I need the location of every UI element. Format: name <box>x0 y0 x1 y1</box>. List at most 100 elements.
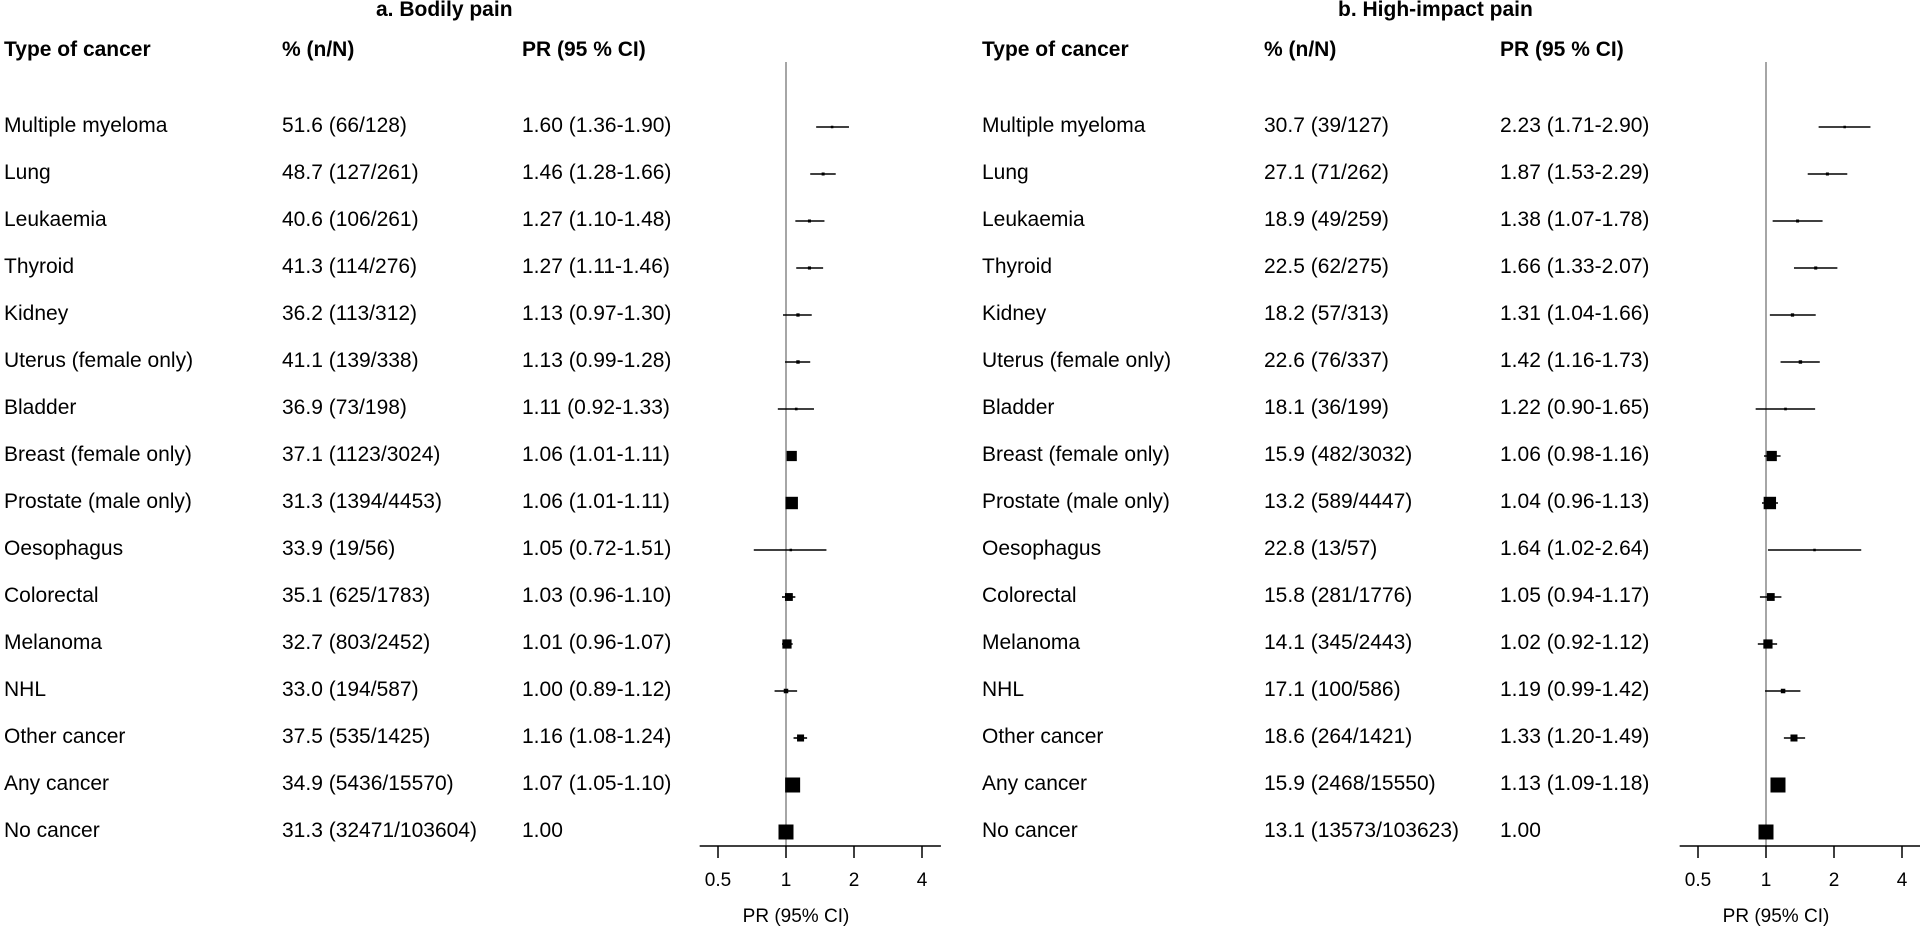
row-percent: 37.1 (1123/3024) <box>282 443 441 466</box>
point-estimate <box>1843 125 1846 129</box>
row-pr-text: 1.07 (1.05-1.10) <box>522 772 672 795</box>
point-estimate <box>794 407 798 411</box>
row-percent: 36.9 (73/198) <box>282 396 407 419</box>
row-pr-text: 1.87 (1.53-2.29) <box>1500 161 1650 184</box>
row-label: Prostate (male only) <box>982 490 1170 513</box>
panel-title: a. Bodily pain <box>376 0 513 21</box>
row-percent: 18.1 (36/199) <box>1264 396 1389 419</box>
row-pr-text: 2.23 (1.71-2.90) <box>1500 114 1650 137</box>
row-label: No cancer <box>982 819 1078 842</box>
row-pr-text: 1.33 (1.20-1.49) <box>1500 725 1650 748</box>
row-percent: 37.5 (535/1425) <box>282 725 431 748</box>
point-estimate <box>783 688 789 694</box>
row-percent: 18.6 (264/1421) <box>1264 725 1413 748</box>
row-percent: 18.9 (49/259) <box>1264 208 1389 231</box>
row-pr-text: 1.60 (1.36-1.90) <box>522 114 672 137</box>
x-tick-label: 1 <box>781 870 792 891</box>
row-percent: 22.8 (13/57) <box>1264 537 1378 560</box>
point-estimate <box>778 824 794 840</box>
point-estimate <box>785 496 798 510</box>
row-percent: 33.0 (194/587) <box>282 678 419 701</box>
row-label: Melanoma <box>4 631 103 654</box>
row-label: Oesophagus <box>982 537 1102 560</box>
row-label: Thyroid <box>982 255 1053 278</box>
point-estimate <box>782 639 792 649</box>
row-label: Colorectal <box>4 584 99 607</box>
x-tick-label: 4 <box>1897 870 1908 891</box>
column-header-type: Type of cancer <box>982 38 1129 61</box>
row-percent: 34.9 (5436/15570) <box>282 772 454 795</box>
row-pr-text: 1.00 (0.89-1.12) <box>522 678 672 701</box>
row-pr-text: 1.01 (0.96-1.07) <box>522 631 672 654</box>
row-label: Any cancer <box>982 772 1088 795</box>
row-percent: 31.3 (32471/103604) <box>282 819 477 842</box>
point-estimate <box>830 125 834 129</box>
panel-bodily-pain: a. Bodily pain Type of cancer % (n/N) PR… <box>4 0 941 927</box>
point-estimate <box>807 266 811 270</box>
row-pr-text: 1.31 (1.04-1.66) <box>1500 302 1650 325</box>
row-percent: 41.1 (139/338) <box>282 349 419 372</box>
panel-title: b. High-impact pain <box>1338 0 1533 21</box>
row-label: Breast (female only) <box>4 443 192 466</box>
point-estimate <box>1790 734 1798 742</box>
row-label: Kidney <box>982 302 1047 325</box>
row-label: Leukaemia <box>4 208 107 231</box>
x-tick-label: 2 <box>1829 870 1840 891</box>
row-percent: 13.1 (13573/103623) <box>1264 819 1459 842</box>
row-pr-text: 1.13 (0.97-1.30) <box>522 302 672 325</box>
row-pr-text: 1.46 (1.28-1.66) <box>522 161 672 184</box>
point-estimate <box>821 172 825 176</box>
row-pr-text: 1.02 (0.92-1.12) <box>1500 631 1650 654</box>
row-label: Other cancer <box>982 725 1104 748</box>
x-tick-label: 1 <box>1761 870 1772 891</box>
row-pr-text: 1.04 (0.96-1.13) <box>1500 490 1650 513</box>
row-pr-text: 1.38 (1.07-1.78) <box>1500 208 1650 231</box>
x-axis-label: PR (95% CI) <box>1723 906 1830 927</box>
point-estimate <box>796 313 800 317</box>
column-header-pr: PR (95 % CI) <box>1500 38 1624 61</box>
column-header-pr: PR (95 % CI) <box>522 38 646 61</box>
row-percent: 31.3 (1394/4453) <box>282 490 442 513</box>
forest-plot: 0.5 1 2 4 PR (95% CI) <box>699 62 941 927</box>
x-tick-label: 2 <box>849 870 860 891</box>
row-pr-text: 1.00 <box>1500 819 1541 842</box>
row-percent: 17.1 (100/586) <box>1264 678 1401 701</box>
row-percent: 30.7 (39/127) <box>1264 114 1389 137</box>
row-label: Oesophagus <box>4 537 124 560</box>
row-label: Bladder <box>982 396 1055 419</box>
row-percent: 22.6 (76/337) <box>1264 349 1389 372</box>
point-estimate <box>1784 407 1787 411</box>
row-pr-text: 1.13 (1.09-1.18) <box>1500 772 1650 795</box>
row-label: Leukaemia <box>982 208 1085 231</box>
x-tick-label: 4 <box>917 870 928 891</box>
row-label: Kidney <box>4 302 69 325</box>
point-estimate <box>1780 688 1786 694</box>
row-pr-text: 1.19 (0.99-1.42) <box>1500 678 1650 701</box>
column-header-type: Type of cancer <box>4 38 151 61</box>
point-estimate <box>1813 548 1816 552</box>
row-label: Other cancer <box>4 725 126 748</box>
point-estimate <box>796 360 800 364</box>
row-percent: 32.7 (803/2452) <box>282 631 431 654</box>
point-estimate <box>789 548 793 552</box>
row-label: Bladder <box>4 396 77 419</box>
row-percent: 36.2 (113/312) <box>282 302 418 325</box>
row-label: Lung <box>4 161 51 184</box>
row-pr-text: 1.05 (0.94-1.17) <box>1500 584 1650 607</box>
point-estimate <box>1796 219 1800 223</box>
row-percent: 18.2 (57/313) <box>1264 302 1389 325</box>
point-estimate <box>1790 313 1795 317</box>
row-pr-text: 1.06 (1.01-1.11) <box>522 443 670 466</box>
row-percent: 15.8 (281/1776) <box>1264 584 1413 607</box>
row-pr-text: 1.13 (0.99-1.28) <box>522 349 672 372</box>
x-axis-label: PR (95% CI) <box>743 906 850 927</box>
row-label: Multiple myeloma <box>4 114 168 137</box>
row-label: No cancer <box>4 819 100 842</box>
row-pr-text: 1.22 (0.90-1.65) <box>1500 396 1650 419</box>
row-label: Colorectal <box>982 584 1077 607</box>
x-tick-label: 0.5 <box>1685 870 1711 891</box>
column-header-percent: % (n/N) <box>282 38 355 61</box>
column-header-percent: % (n/N) <box>1264 38 1337 61</box>
row-label: Thyroid <box>4 255 75 278</box>
point-estimate <box>1766 450 1777 462</box>
